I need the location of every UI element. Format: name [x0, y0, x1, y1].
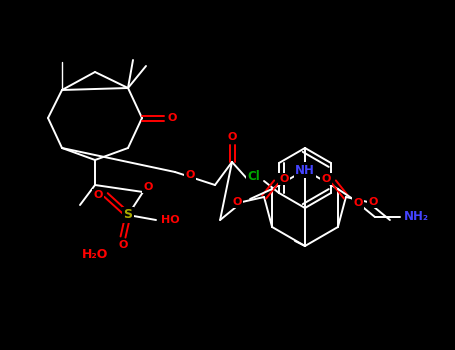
- Text: NH: NH: [295, 163, 315, 176]
- Text: Cl: Cl: [248, 169, 260, 182]
- Text: O: O: [228, 132, 237, 142]
- Text: O: O: [321, 174, 331, 184]
- Text: H₂O: H₂O: [82, 248, 108, 261]
- Text: O: O: [368, 197, 378, 207]
- Text: O: O: [185, 170, 195, 180]
- Text: O: O: [353, 198, 363, 208]
- Text: HO: HO: [161, 215, 179, 225]
- Text: S: S: [123, 209, 132, 222]
- Text: O: O: [233, 197, 242, 207]
- Text: O: O: [143, 182, 153, 192]
- Text: O: O: [167, 113, 177, 123]
- Text: NH₂: NH₂: [404, 210, 429, 224]
- Text: O: O: [279, 174, 289, 184]
- Text: O: O: [118, 240, 128, 250]
- Text: O: O: [93, 190, 103, 200]
